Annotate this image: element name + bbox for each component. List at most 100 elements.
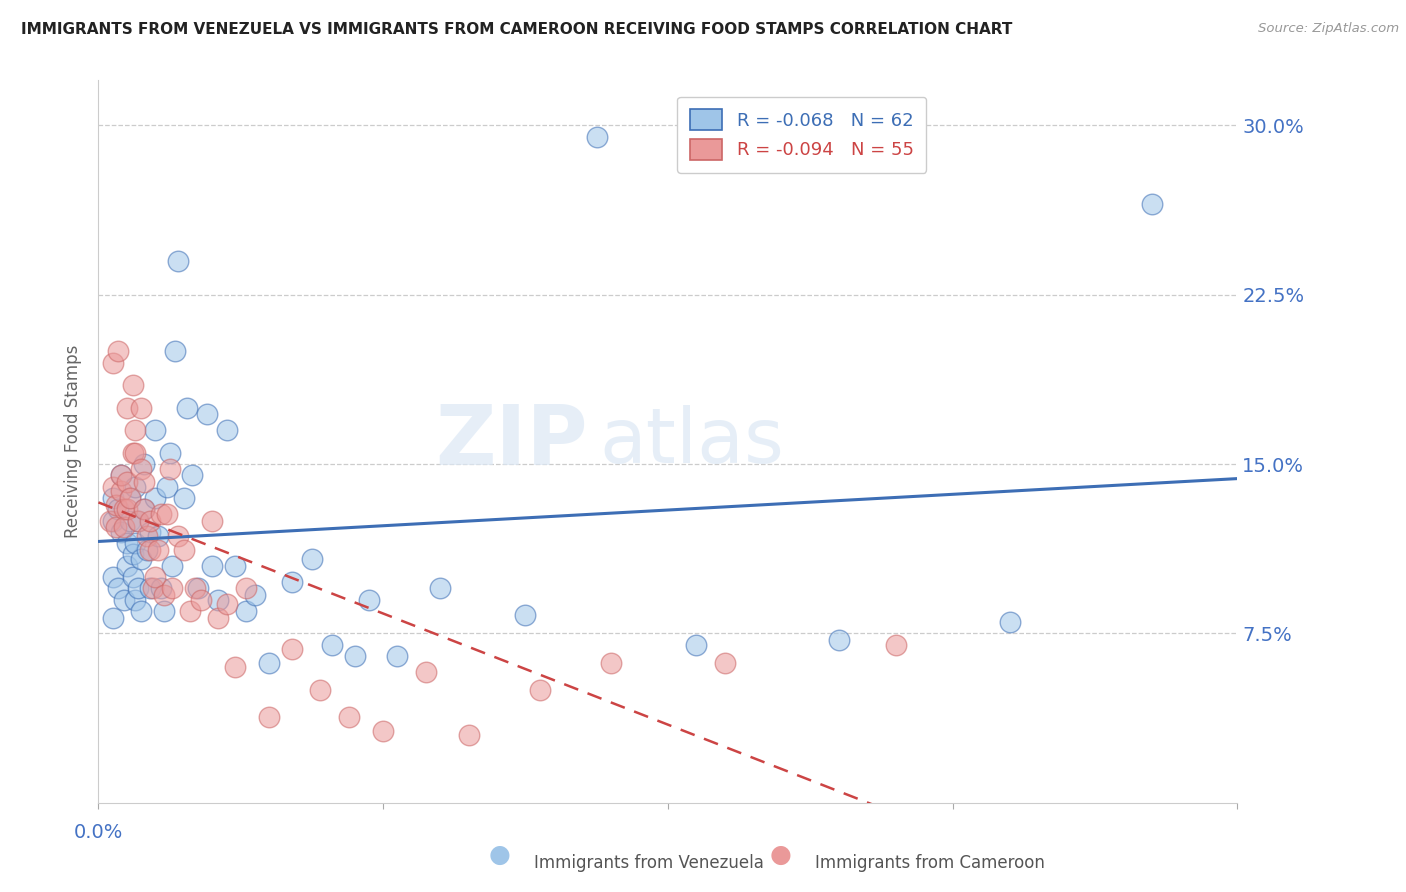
- Point: [132, 502, 155, 516]
- Point: [148, 542, 170, 557]
- Point: [101, 480, 124, 494]
- Point: [101, 570, 124, 584]
- Point: [159, 461, 181, 475]
- Point: [685, 638, 707, 652]
- Point: [112, 592, 135, 607]
- Point: [112, 502, 135, 516]
- Point: [121, 548, 143, 562]
- Point: [101, 355, 124, 369]
- Point: [884, 638, 907, 652]
- Point: [153, 588, 176, 602]
- Point: [156, 480, 179, 494]
- Point: [207, 592, 229, 607]
- Point: [201, 514, 224, 528]
- Point: [281, 642, 304, 657]
- Point: [259, 710, 281, 724]
- Text: Source: ZipAtlas.com: Source: ZipAtlas.com: [1258, 22, 1399, 36]
- Point: [110, 468, 132, 483]
- Point: [101, 610, 124, 624]
- Point: [415, 665, 437, 679]
- Point: [115, 536, 138, 550]
- Point: [167, 253, 190, 268]
- Point: [184, 582, 207, 596]
- Point: [138, 582, 160, 596]
- Point: [127, 514, 149, 528]
- Text: ●: ●: [769, 843, 792, 867]
- Legend: R = -0.068   N = 62, R = -0.094   N = 55: R = -0.068 N = 62, R = -0.094 N = 55: [678, 96, 927, 172]
- Point: [132, 475, 155, 490]
- Point: [259, 656, 281, 670]
- Point: [124, 423, 146, 437]
- Text: IMMIGRANTS FROM VENEZUELA VS IMMIGRANTS FROM CAMEROON RECEIVING FOOD STAMPS CORR: IMMIGRANTS FROM VENEZUELA VS IMMIGRANTS …: [21, 22, 1012, 37]
- Point: [129, 552, 152, 566]
- Point: [107, 344, 129, 359]
- Point: [127, 582, 149, 596]
- Point: [110, 468, 132, 483]
- Point: [150, 582, 173, 596]
- Point: [132, 457, 155, 471]
- Text: atlas: atlas: [599, 405, 785, 478]
- Point: [148, 529, 170, 543]
- Point: [110, 524, 132, 539]
- Point: [118, 491, 141, 505]
- Text: 0.0%: 0.0%: [73, 823, 124, 842]
- Point: [107, 502, 129, 516]
- Y-axis label: Receiving Food Stamps: Receiving Food Stamps: [65, 345, 83, 538]
- Point: [118, 514, 141, 528]
- Point: [235, 582, 257, 596]
- Point: [373, 723, 395, 738]
- Point: [150, 507, 173, 521]
- Point: [215, 597, 238, 611]
- Point: [121, 446, 143, 460]
- Point: [135, 542, 157, 557]
- Point: [243, 588, 266, 602]
- Point: [156, 507, 179, 521]
- Point: [585, 129, 607, 144]
- Point: [176, 401, 198, 415]
- Point: [101, 514, 124, 528]
- Point: [281, 574, 304, 589]
- Point: [145, 423, 167, 437]
- Text: Immigrants from Venezuela: Immigrants from Venezuela: [534, 855, 763, 872]
- Point: [110, 484, 132, 499]
- Point: [104, 520, 127, 534]
- Point: [828, 633, 851, 648]
- Point: [173, 542, 195, 557]
- Point: [998, 615, 1021, 630]
- Point: [224, 558, 246, 573]
- Point: [153, 604, 176, 618]
- Point: [309, 682, 332, 697]
- Point: [173, 491, 195, 505]
- Point: [337, 710, 360, 724]
- Text: ●: ●: [488, 843, 510, 867]
- Point: [321, 638, 343, 652]
- Point: [127, 514, 149, 528]
- Point: [457, 728, 479, 742]
- Point: [179, 604, 201, 618]
- Point: [190, 592, 212, 607]
- Point: [115, 475, 138, 490]
- Point: [138, 542, 160, 557]
- Point: [124, 446, 146, 460]
- Point: [129, 604, 152, 618]
- Point: [124, 480, 146, 494]
- Point: [224, 660, 246, 674]
- Point: [195, 408, 218, 422]
- Point: [600, 656, 623, 670]
- Point: [101, 491, 124, 505]
- Point: [215, 423, 238, 437]
- Point: [301, 552, 323, 566]
- Point: [357, 592, 380, 607]
- Point: [162, 582, 184, 596]
- Point: [138, 514, 160, 528]
- Point: [115, 401, 138, 415]
- Point: [165, 344, 187, 359]
- Point: [132, 502, 155, 516]
- Point: [145, 491, 167, 505]
- Point: [207, 610, 229, 624]
- Point: [235, 604, 257, 618]
- Point: [201, 558, 224, 573]
- Point: [167, 529, 190, 543]
- Point: [107, 582, 129, 596]
- Point: [138, 524, 160, 539]
